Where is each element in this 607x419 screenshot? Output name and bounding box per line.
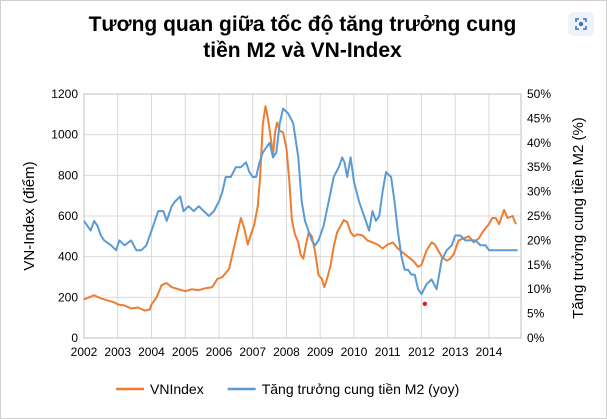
x-tick-label: 2010 xyxy=(341,345,368,359)
right-tick-label: 45% xyxy=(527,111,551,125)
left-tick-label: 1200 xyxy=(51,87,78,101)
x-tick-label: 2003 xyxy=(104,345,131,359)
series-line-1 xyxy=(83,105,517,312)
chart-title-line-1: Tương quan giữa tốc độ tăng trưởng cung xyxy=(88,13,517,36)
right-tick-label: 0% xyxy=(527,331,545,345)
expand-icon xyxy=(575,18,587,30)
right-tick-label: 30% xyxy=(527,185,551,199)
right-tick-label: 10% xyxy=(527,282,551,296)
left-axis-ticks: 0 200 400 600 800 1000 1200 xyxy=(51,87,78,345)
y-axis-right-label: Tăng trưởng cung tiền M2 (%) xyxy=(570,117,587,319)
right-axis-ticks: 0% 5% 10% 15% 20% 25% 30% 35% 40% 45% 50% xyxy=(527,87,551,345)
x-tick-label: 2014 xyxy=(476,345,503,359)
series-line-2 xyxy=(83,107,518,296)
x-tick-label: 2007 xyxy=(239,345,266,359)
x-tick-label: 2006 xyxy=(206,345,233,359)
left-tick-label: 400 xyxy=(58,250,78,264)
x-tick-label: 2009 xyxy=(307,345,334,359)
left-tick-label: 600 xyxy=(58,209,78,223)
right-tick-label: 40% xyxy=(527,136,551,150)
gridlines xyxy=(83,93,521,339)
right-tick-label: 35% xyxy=(527,160,551,174)
x-tick-label: 2008 xyxy=(273,345,300,359)
x-tick-label: 2002 xyxy=(71,345,98,359)
x-tick-label: 2013 xyxy=(442,345,469,359)
annotations xyxy=(422,301,428,307)
left-tick-label: 0 xyxy=(71,331,78,345)
y-axis-left-label: VN-Index (điểm) xyxy=(21,161,38,270)
left-tick-label: 800 xyxy=(58,168,78,182)
chart-title-line-2: tiền M2 và VN-Index xyxy=(203,39,402,62)
right-tick-label: 20% xyxy=(527,233,551,247)
x-tick-label: 2004 xyxy=(138,345,165,359)
annotation-point xyxy=(422,301,428,307)
plot-area-border xyxy=(83,93,522,339)
series-lines xyxy=(83,105,518,312)
x-tick-label: 2011 xyxy=(375,345,401,359)
left-tick-label: 1000 xyxy=(51,128,78,142)
x-tick-label: 2012 xyxy=(408,345,435,359)
expand-image-button[interactable] xyxy=(568,12,594,36)
legend: VNIndex Tăng trưởng cung tiền M2 (yoy) xyxy=(116,381,459,397)
legend-label-2: Tăng trưởng cung tiền M2 (yoy) xyxy=(262,381,460,397)
right-tick-label: 5% xyxy=(527,307,545,321)
x-tick-label: 2005 xyxy=(172,345,199,359)
legend-label-1: VNIndex xyxy=(150,381,204,397)
x-axis-ticks: 2002 2003 2004 2005 2006 2007 2008 2009 2010 2011… xyxy=(71,345,503,359)
chart-title: Tương quan giữa tốc độ tăng trưởng cung … xyxy=(0,12,605,64)
left-tick-label: 200 xyxy=(58,290,78,304)
right-tick-label: 25% xyxy=(527,209,551,223)
right-tick-label: 15% xyxy=(527,258,551,272)
right-tick-label: 50% xyxy=(527,87,551,101)
